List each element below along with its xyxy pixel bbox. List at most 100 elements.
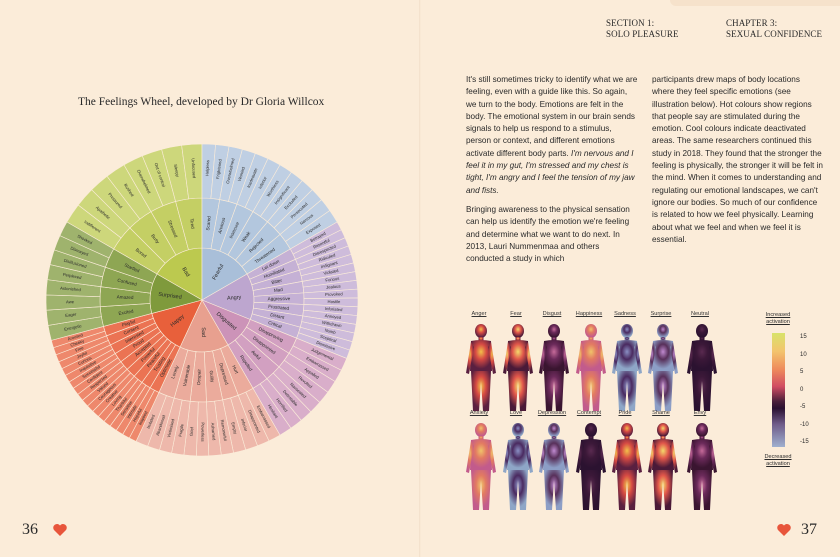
body-silhouette	[503, 324, 533, 411]
body-silhouette	[648, 324, 678, 411]
paragraph-3: participants drew maps of body locations…	[652, 75, 823, 244]
figure-title: The Feelings Wheel, developed by Dr Glor…	[78, 96, 325, 108]
wheel-middle-label: Aggressive	[268, 296, 291, 301]
wheel-middle-label: Depressed	[218, 362, 229, 385]
body-silhouette	[612, 423, 642, 510]
body-map-label: Sadness	[614, 311, 636, 317]
body-silhouette	[539, 423, 569, 510]
body-map-label: Anxiety	[469, 410, 489, 416]
wheel-outer-label: Inferior	[257, 175, 268, 189]
wheel-outer-label: Hopeful	[132, 407, 143, 422]
text-column-2: participants drew maps of body locations…	[652, 74, 824, 253]
heart-icon	[53, 524, 67, 536]
wheel-outer-label: Ridiculed	[318, 252, 337, 262]
wheel-outer-label: Grief	[189, 426, 195, 436]
wheel-middle-label: Startled	[124, 262, 141, 273]
wheel-outer-label: Awe	[66, 299, 75, 304]
body-silhouette	[576, 423, 606, 510]
wheel-middle-label: Proud	[132, 338, 145, 349]
body-map-label: Depression	[537, 410, 567, 416]
wheel-outer-label: Hostile	[328, 299, 342, 304]
heart-icon	[777, 524, 791, 536]
wheel-outer-label: Remorseful	[220, 419, 228, 441]
wheel-middle-label: Stressed	[167, 219, 179, 238]
page-number-right: 37	[801, 521, 817, 538]
body-silhouette	[612, 324, 642, 411]
wheel-middle-label: Critical	[268, 320, 283, 329]
wheel-middle-label: Confused	[117, 278, 138, 287]
wheel-outer-label: Curious	[77, 355, 92, 366]
body-map-label: Disgust	[542, 311, 562, 317]
body-map-label: Envy	[693, 410, 707, 416]
wheel-core-label: Surprised	[158, 292, 182, 301]
wheel-outer-label: Dismayed	[70, 245, 90, 257]
wheel-outer-label: Worried	[237, 166, 246, 182]
wheel-middle-label: Weak	[241, 230, 252, 243]
scale-tick-label: -15	[800, 439, 809, 445]
gutter	[419, 0, 421, 557]
wheel-outer-label: Inspired	[137, 410, 148, 426]
page-number-left: 36	[22, 521, 38, 538]
wheel-outer-label: Disillusioned	[63, 258, 88, 269]
wheel-outer-label: Frightened	[215, 158, 223, 179]
body-map-label: Shame	[652, 410, 670, 416]
wheel-outer-label: Eager	[65, 312, 77, 318]
wheel-middle-label: Mad	[274, 287, 284, 293]
chapter-label: CHAPTER 3:	[726, 18, 778, 28]
wheel-outer-label: Cheeky	[70, 338, 86, 348]
wheel-outer-label: Violated	[323, 268, 339, 276]
wheel-outer-label: Infuriated	[325, 306, 343, 312]
wheel-outer-label: Furious	[325, 276, 340, 283]
body-silhouette	[503, 423, 533, 510]
wheel-outer-label: Free	[74, 345, 84, 353]
wheel-outer-label: Astonished	[60, 285, 82, 292]
wheel-outer-label: Provoked	[325, 291, 344, 297]
wheel-middle-label: Excited	[118, 309, 134, 316]
wheel-outer-label: Dismissive	[316, 340, 337, 352]
wheel-middle-label: Lonely	[170, 364, 180, 379]
wheel-outer-label: Ashamed	[210, 422, 217, 441]
text-column-1: It's still sometimes tricky to identify …	[466, 74, 638, 272]
body-silhouette	[539, 324, 569, 411]
wheel-outer-label: Fragile	[178, 423, 185, 437]
scale-title-bottom: Decreased activation	[764, 454, 792, 467]
wheel-outer-label: Jealous	[326, 283, 341, 289]
wheel-middle-label: Awful	[250, 349, 261, 360]
section-header: SECTION 1: SOLO PLEASURE	[606, 18, 679, 40]
body-silhouette	[687, 324, 717, 411]
body-map-label: Anger	[471, 311, 487, 317]
wheel-middle-label: Vulnerable	[182, 364, 191, 387]
wheel-outer-label: Powerless	[200, 422, 205, 441]
wheel-core-label: Angry	[227, 295, 242, 302]
scale-tick-label: 0	[800, 386, 804, 393]
wheel-middle-label: Amazed	[117, 294, 134, 300]
wheel-outer-label: Victimised	[166, 418, 175, 438]
wheel-outer-label: Indignant	[320, 260, 339, 270]
chapter-name: SEXUAL CONFIDENCE	[726, 29, 823, 39]
wheel-middle-label: Distant	[270, 312, 286, 320]
paragraph-1-text: It's still sometimes tricky to identify …	[466, 75, 638, 158]
wheel-outer-label: Abandoned	[155, 414, 167, 437]
body-silhouette	[466, 324, 496, 411]
section-name: SOLO PLEASURE	[606, 29, 679, 39]
section-label: SECTION 1:	[606, 18, 655, 28]
wheel-middle-label: Hurt	[231, 364, 240, 375]
wheel-outer-label: Sceptical	[319, 334, 337, 344]
wheel-core-label: Sad	[200, 327, 206, 337]
wheel-outer-label: Perplexed	[62, 272, 82, 280]
wheel-middle-label: Guilty	[209, 370, 215, 383]
wheel-outer-label: Joyful	[76, 350, 88, 359]
wheel-middle-label: Content	[123, 324, 140, 335]
body-map-label: Neutral	[690, 311, 710, 317]
wheel-outer-label: Energetic	[64, 323, 82, 332]
chapter-header: CHAPTER 3: SEXUAL CONFIDENCE	[726, 18, 822, 40]
wheel-middle-label: Scared	[205, 215, 211, 230]
body-map-label: Love	[509, 410, 523, 416]
wheel-outer-label: Overwhelmed	[225, 157, 236, 184]
color-scale-bar	[772, 333, 785, 447]
body-silhouette	[648, 423, 678, 510]
wheel-middle-label: Anxious	[217, 216, 226, 234]
body-silhouette	[576, 324, 606, 411]
